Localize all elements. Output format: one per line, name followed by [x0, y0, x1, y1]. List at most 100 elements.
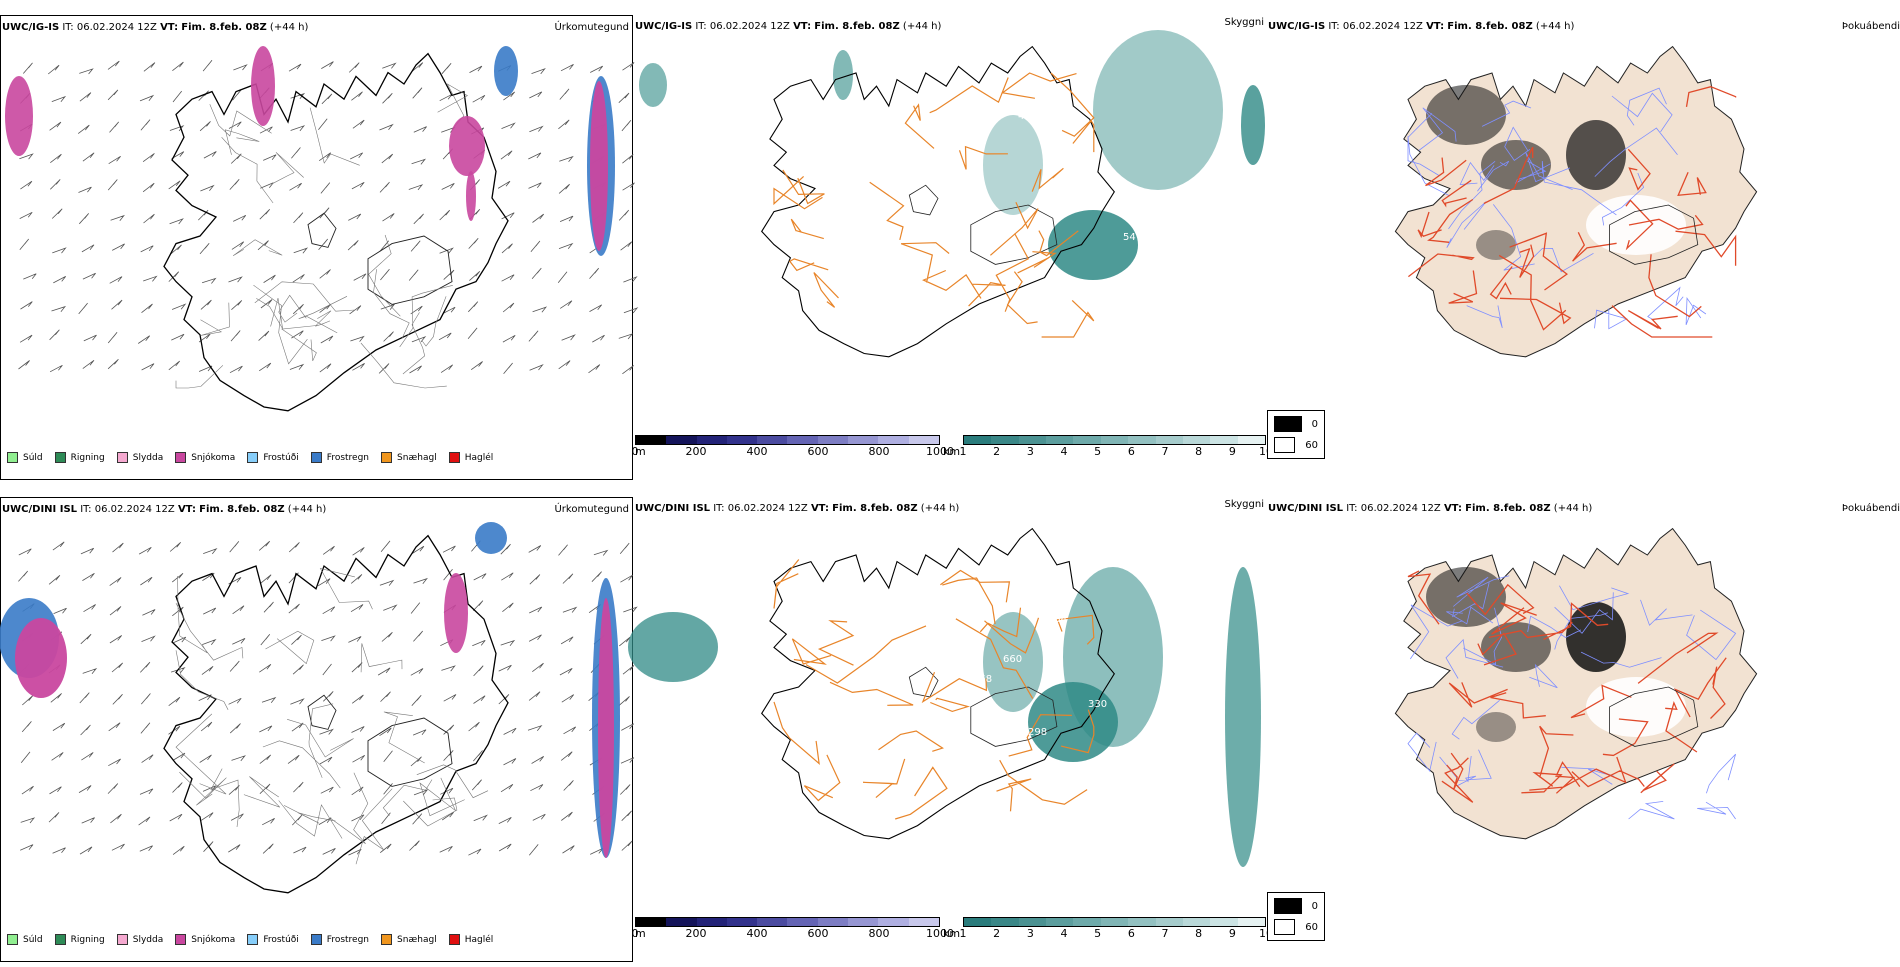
colorbar-tick-label: 5: [1094, 927, 1102, 940]
colorbar-tick-label: 400: [746, 445, 768, 458]
ceiling-colorbar: 0 200 400 600 800 1000: [632, 917, 954, 941]
colorbar-tick-label: 1: [959, 927, 967, 940]
legend-item-snæhagl: Snæhagl: [381, 452, 437, 463]
fog-legend: 0 60: [1267, 892, 1325, 941]
low-visibility-area: [628, 612, 718, 682]
forecast-row: UWC/DINI ISL IT: 06.02.2024 12Z VT: Fim.…: [0, 497, 1900, 967]
legend-item-frostúði: Frostúði: [247, 934, 299, 945]
colorbar-segment: [848, 436, 879, 444]
legend-item-rigning: Rigning: [54, 934, 105, 945]
panel-title: Skyggni: [1224, 17, 1264, 28]
colorbar-segment: [666, 918, 697, 926]
visibility-panel: UWC/DINI ISL IT: 06.02.2024 12Z VT: Fim.…: [628, 497, 1273, 967]
iceland-coastline: [761, 527, 1115, 840]
legend-item-haglél: Haglél: [448, 934, 494, 945]
colorbar-segment: [1046, 436, 1074, 444]
ceiling-colorbar: 0 200 400 600 800 1000: [631, 435, 954, 459]
legend-label: 60: [1305, 921, 1318, 933]
colorbar-tick-label: 9: [1228, 927, 1236, 940]
legend-label: Haglél: [464, 934, 494, 945]
visibility-colorbar: 1 2 3 4 5 6 7 8 9 10: [959, 917, 1273, 941]
colorbar-segment: [696, 436, 727, 444]
visibility-unit: km: [943, 445, 961, 458]
precip-type-panel: UWC/DINI ISL IT: 06.02.2024 12Z VT: Fim.…: [0, 497, 638, 962]
colorbar-tick-label: 800: [868, 445, 890, 458]
visibility-map: 495 617 547 427: [639, 30, 1265, 358]
legend-label: Rigning: [70, 934, 105, 945]
colorbar-segment: [878, 918, 909, 926]
ceiling-value-label: 298: [1028, 727, 1047, 738]
colorbar-segment: [1237, 436, 1265, 444]
fog-legend-item: 0: [1274, 416, 1318, 432]
colorbar-tick-label: 600: [807, 445, 829, 458]
fog-area: [1426, 85, 1506, 145]
fog-legend-item: 60: [1274, 437, 1318, 453]
colorbar-segment: [878, 436, 909, 444]
colorbar-segment: [787, 918, 818, 926]
colorbar-segment: [991, 918, 1019, 926]
precip-legend: Súld Rigning Slydda Snjókoma Frostúði Frostre…: [7, 452, 505, 463]
snow-area: [444, 573, 468, 653]
ceiling-value-label: 626: [958, 639, 977, 650]
low-visibility-area: [833, 50, 853, 100]
legend-swatch: [310, 452, 322, 463]
colorbar-tick-label: 0: [631, 445, 639, 458]
panel-title: Úrkomutegund: [554, 504, 629, 515]
legend-swatch: [116, 452, 128, 463]
legend-item-snjókoma: Snjókoma: [175, 452, 235, 463]
precip-type-panel: UWC/IG-IS IT: 06.02.2024 12Z VT: Fim. 8.…: [0, 15, 639, 480]
snow-area: [449, 116, 485, 176]
legend-swatch: [381, 934, 393, 945]
legend-item-slydda: Slydda: [116, 452, 163, 463]
colorbar-segment: [1046, 918, 1074, 926]
fog-area: [1566, 120, 1626, 190]
legend-label: Snjókoma: [191, 452, 236, 463]
legend-item-haglél: Haglél: [448, 452, 494, 463]
legend-swatch: [54, 934, 66, 945]
precip-legend: Súld Rigning Slydda Snjókoma Frostúði Frostre…: [7, 934, 505, 945]
low-visibility-area: [639, 63, 667, 107]
legend-swatch: [448, 934, 460, 945]
glacier-outline: [1609, 204, 1699, 265]
glacier-outline: [908, 184, 939, 216]
legend-label: Súld: [23, 452, 43, 463]
legend-item-rigning: Rigning: [54, 452, 105, 463]
legend-item-snæhagl: Snæhagl: [381, 934, 437, 945]
legend-item-frostregn: Frostregn: [310, 934, 370, 945]
snow-area: [15, 618, 67, 698]
ceiling-value-label: 330: [1088, 699, 1107, 710]
legend-swatch: [7, 934, 18, 945]
low-visibility-area: [1028, 682, 1118, 762]
colorbar-segment: [1182, 436, 1211, 444]
low-visibility-area: [1048, 210, 1138, 280]
legend-label: Haglél: [464, 452, 494, 463]
wind-barbs: [18, 540, 638, 856]
ceiling-unit: m: [635, 927, 646, 940]
colorbar-tick-label: 200: [685, 445, 707, 458]
legend-swatch: [381, 452, 393, 463]
colorbar-tick-label: 8: [1195, 445, 1203, 458]
iceland-coastline: [163, 52, 509, 412]
legend-item-slydda: Slydda: [116, 934, 163, 945]
snow-area: [598, 598, 614, 858]
legend-label: 0: [1311, 900, 1318, 912]
low-visibility-area: [1093, 30, 1223, 190]
glacier-outline: [367, 717, 453, 787]
colorbar-tick-label: 5: [1094, 445, 1102, 458]
snow-area: [251, 46, 275, 126]
legend-swatch: [7, 452, 18, 463]
low-visibility-area: [1241, 85, 1265, 165]
fog-area: [1476, 230, 1516, 260]
glacier-outline: [970, 686, 1058, 747]
colorbar-tick-label: 1000: [926, 445, 954, 458]
panel-header: UWC/DINI ISL IT: 06.02.2024 12Z VT: Fim.…: [1268, 503, 1593, 514]
colorbar-segment: [696, 918, 727, 926]
colorbar-segment: [991, 436, 1019, 444]
colorbar-segment: [1128, 436, 1156, 444]
fog-legend-item: 60: [1274, 919, 1318, 935]
panel-header: UWC/IG-IS IT: 06.02.2024 12Z VT: Fim. 8.…: [2, 22, 309, 33]
precip-map: [5, 46, 639, 412]
visibility-unit: km: [943, 927, 961, 940]
fog-legend-item: 0: [1274, 898, 1318, 914]
legend-label: Frostregn: [326, 934, 370, 945]
